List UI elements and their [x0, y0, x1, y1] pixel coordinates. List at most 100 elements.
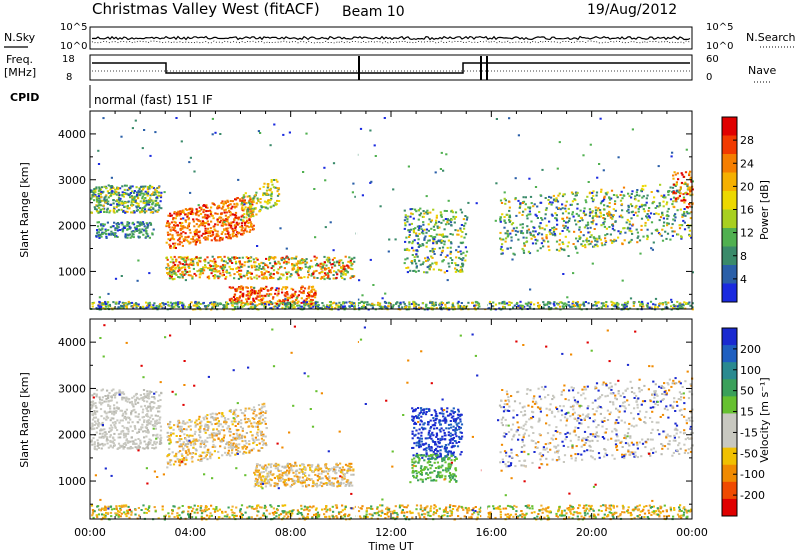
scatter-cell — [205, 210, 208, 213]
scatter-cell — [246, 272, 249, 275]
scatter-cell — [118, 392, 121, 395]
scatter-cell — [176, 265, 180, 268]
scatter-cell — [450, 262, 454, 264]
scatter-cell — [258, 417, 261, 420]
scatter-cell — [671, 186, 675, 189]
scatter-cell — [435, 216, 438, 219]
scatter-cell — [184, 266, 187, 269]
scatter-cell — [216, 302, 219, 305]
scatter-cell — [255, 213, 258, 216]
scatter-cell — [324, 179, 327, 182]
scatter-cell — [263, 276, 267, 279]
scatter-cell — [436, 225, 439, 228]
scatter-cell — [408, 223, 411, 226]
scatter-cell — [635, 228, 638, 231]
scatter-cell — [194, 243, 197, 246]
freq-gap-marker-1 — [358, 56, 360, 80]
scatter-cell — [434, 171, 437, 174]
scatter-cell — [97, 149, 100, 152]
scatter-cell — [119, 444, 122, 447]
scatter-cell — [578, 306, 581, 309]
scatter-cell — [409, 215, 412, 218]
scatter-cell — [245, 225, 248, 228]
scatter-cell — [131, 211, 134, 214]
scatter-cell — [123, 436, 126, 439]
scatter-cell — [274, 256, 277, 259]
scatter-cell — [209, 267, 212, 270]
scatter-cell — [434, 261, 437, 264]
scatter-cell — [562, 307, 565, 309]
scatter-cell — [661, 214, 664, 217]
scatter-cell — [232, 436, 235, 439]
scatter-cell — [149, 222, 152, 225]
scatter-cell — [240, 285, 243, 288]
scatter-cell — [553, 304, 556, 307]
scatter-cell — [587, 223, 590, 226]
scatter-cell — [112, 193, 115, 196]
scatter-cell — [426, 271, 429, 274]
scatter-cell — [192, 218, 195, 221]
scatter-cell — [90, 401, 93, 404]
scatter-cell — [383, 306, 386, 309]
scatter-cell — [373, 144, 376, 147]
scatter-cell — [168, 448, 171, 451]
scatter-cell — [582, 301, 585, 304]
scatter-cell — [428, 239, 431, 242]
scatter-cell — [99, 305, 102, 308]
scatter-cell — [441, 233, 444, 236]
scatter-cell — [265, 285, 268, 288]
scatter-cell — [234, 288, 237, 291]
scatter-cell — [303, 299, 306, 302]
scatter-cell — [126, 189, 129, 192]
scatter-cell — [523, 244, 526, 247]
scatter-cell — [404, 258, 407, 261]
scatter-cell — [566, 221, 569, 224]
scatter-cell — [664, 306, 667, 309]
scatter-cell — [637, 199, 640, 202]
scatter-cell — [157, 399, 160, 402]
scatter-cell — [503, 301, 506, 304]
scatter-cell — [148, 390, 151, 393]
scatter-cell — [529, 231, 532, 234]
scatter-cell — [342, 264, 345, 267]
scatter-cell — [169, 268, 173, 271]
scatter-cell — [261, 299, 264, 302]
scatter-cell — [130, 211, 133, 214]
scatter-cell — [248, 195, 251, 198]
scatter-cell — [672, 218, 675, 221]
scatter-cell — [307, 270, 310, 273]
scatter-cell — [240, 215, 243, 218]
scatter-cell — [269, 199, 272, 202]
scatter-cell — [236, 223, 239, 226]
scatter-cell — [632, 302, 635, 305]
scatter-cell — [115, 301, 118, 304]
scatter-cell — [254, 207, 257, 210]
scatter-cell — [447, 199, 450, 202]
scatter-cell — [676, 209, 679, 212]
scatter-cell — [235, 205, 238, 208]
scatter-cell — [205, 238, 208, 240]
scatter-cell — [600, 306, 603, 309]
scatter-cell — [155, 434, 158, 437]
scatter-cell — [199, 260, 202, 263]
scatter-cell — [190, 238, 193, 241]
scatter-cell — [527, 301, 530, 304]
scatter-cell — [157, 306, 160, 309]
scatter-cell — [196, 211, 199, 214]
scatter-cell — [445, 210, 448, 212]
scatter-cell — [578, 228, 581, 231]
noise-left-label: N.Sky — [4, 31, 36, 44]
scatter-cell — [597, 207, 600, 210]
scatter-cell — [550, 213, 553, 216]
scatter-cell — [260, 271, 263, 273]
scatter-cell — [263, 182, 266, 185]
scatter-cell — [689, 176, 692, 179]
scatter-cell — [252, 201, 255, 203]
scatter-cell — [425, 260, 428, 262]
scatter-cell — [508, 209, 511, 212]
scatter-cell — [641, 300, 644, 303]
scatter-cell — [265, 293, 269, 296]
scatter-cell — [143, 129, 146, 131]
scatter-cell — [611, 301, 614, 304]
scatter-cell — [261, 287, 264, 290]
